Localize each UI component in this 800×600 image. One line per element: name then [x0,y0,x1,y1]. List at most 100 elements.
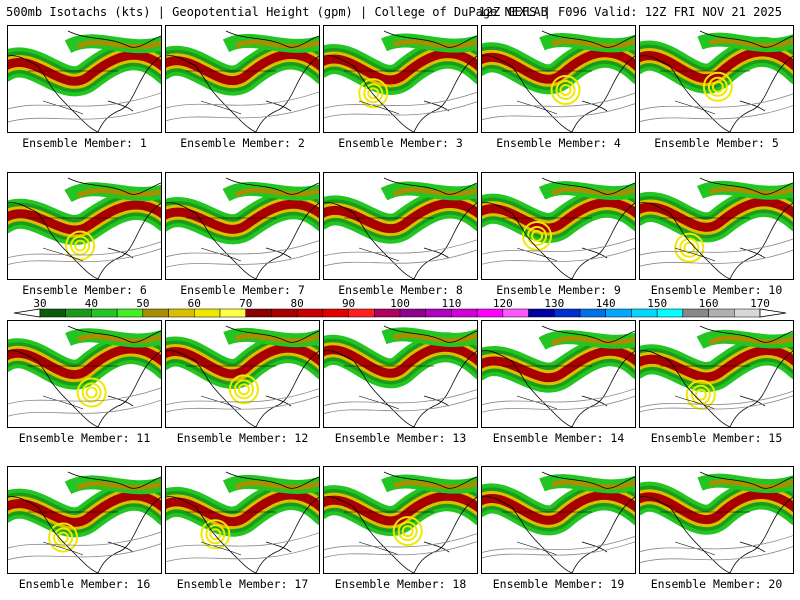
jet-band [234,39,319,49]
coastline [423,541,450,553]
colorbar-tick-label: 40 [84,297,99,310]
closed-low-ring [237,383,250,396]
coastline [107,541,134,553]
jet-band [76,40,161,50]
ensemble-member-label: Ensemble Member: 1 [22,136,147,150]
political-border [42,100,84,115]
height-contour [166,545,319,563]
ensemble-member-label: Ensemble Member: 2 [180,136,305,150]
closed-low-ring [228,374,259,405]
jet-band [550,186,635,197]
coastline [166,55,257,132]
height-contour [324,239,477,257]
coastline [699,30,793,48]
height-contour [166,91,319,109]
jet-band [640,490,793,525]
jet-band [392,187,477,197]
height-contour [324,101,477,119]
height-contour [640,238,793,256]
map-graphic [8,325,161,427]
coastline [324,202,415,279]
political-border [42,395,84,410]
ensemble-member-label: Ensemble Member: 13 [334,431,467,445]
height-contour [482,541,635,559]
ensemble-member-map [165,320,320,428]
height-contour [8,387,161,405]
height-contour [166,240,319,258]
coastline [423,395,450,407]
coastline [699,471,793,489]
colorbar-segment [65,308,92,318]
map-graphic [8,471,161,573]
coastline [107,395,134,407]
coastline [482,496,573,573]
jet-band [482,491,635,525]
ensemble-member-map [639,320,794,428]
coastline [541,30,635,48]
colorbar-segment [502,308,529,318]
jet-band [76,188,161,199]
ensemble-member-label: Ensemble Member: 6 [22,283,147,297]
colorbar-segment [554,308,581,318]
coastline [640,350,731,427]
coastline [166,350,257,427]
coastline [729,350,793,427]
coastline [225,325,319,343]
coastline [67,325,161,343]
ensemble-member-map [481,25,636,133]
closed-low-ring [679,237,700,258]
colorbar-segment [116,308,144,318]
political-border [200,100,242,115]
coastline [482,55,573,132]
map-graphic [482,325,635,427]
jet-band [8,200,161,235]
map-graphic [8,30,161,132]
jet-band [76,481,161,491]
coastline [265,247,292,259]
jet-band [551,479,635,490]
height-contour [482,247,635,265]
closed-low-ring [85,386,98,399]
closed-low-ring [205,524,226,545]
height-contour [8,399,161,417]
map-graphic [324,30,477,132]
colorbar-segment [579,308,606,318]
ensemble-member-label: Ensemble Member: 14 [492,431,625,445]
coastline [640,496,731,573]
height-contour [482,92,635,110]
ensemble-member-label: Ensemble Member: 3 [338,136,463,150]
closed-low-ring [233,379,254,400]
ensemble-member-map [323,25,478,133]
colorbar-tick-label: 130 [544,297,565,310]
coastline [255,350,319,427]
height-contour [8,241,161,259]
closed-low-ring [358,78,389,109]
colorbar-right-arrow [759,308,787,318]
colorbar-tick-label: 80 [290,297,304,310]
map-graphic [166,177,319,279]
coastline [423,247,450,259]
jet-band [324,342,477,378]
colorbar-tick-label: 150 [647,297,668,310]
height-contour [640,546,793,564]
height-contour [324,397,477,415]
jet-band [393,332,477,344]
coastline [166,202,257,279]
coastline [255,496,319,573]
political-border [358,247,400,262]
coastline [67,471,161,489]
map-graphic [324,471,477,573]
jet-band [77,334,161,344]
closed-low-ring [401,525,414,538]
colorbar-tick-label: 30 [33,297,47,310]
closed-low-ring [81,382,102,403]
closed-low-ring [209,528,222,541]
colorbar-segment [219,308,246,318]
coastline [640,202,731,279]
ensemble-member-label: Ensemble Member: 11 [18,431,151,445]
closed-low-ring [392,516,423,547]
political-border [42,541,84,556]
political-border [516,100,558,115]
colorbar-segment [682,308,709,318]
height-contour [166,250,319,268]
